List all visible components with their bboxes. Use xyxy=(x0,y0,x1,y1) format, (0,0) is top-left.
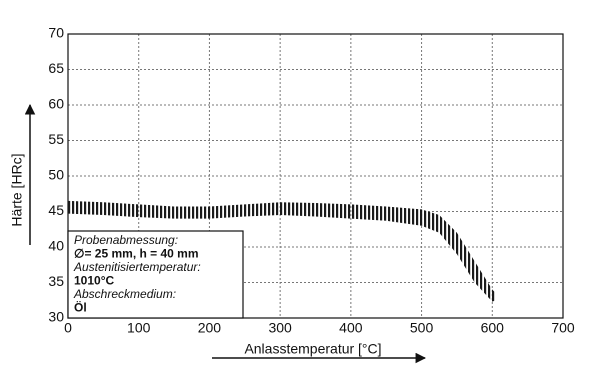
x-axis-title: Anlasstemperatur [°C] xyxy=(244,341,381,357)
y-tick-label: 35 xyxy=(48,273,64,289)
x-tick-label: 300 xyxy=(268,320,292,336)
y-tick-label: 60 xyxy=(48,96,64,112)
annotation-box xyxy=(67,230,244,319)
annotation-text: ∅= 25 mm, h = 40 mm xyxy=(74,247,199,261)
x-tick-label: 0 xyxy=(64,320,72,336)
hardness-band xyxy=(68,200,496,302)
y-tick-label: 40 xyxy=(48,238,64,254)
y-tick-label: 50 xyxy=(48,167,64,183)
y-tick-label: 45 xyxy=(48,202,64,218)
x-tick-label: 500 xyxy=(410,320,434,336)
y-tick-label: 30 xyxy=(48,309,64,325)
annotation-text: Öl xyxy=(74,300,87,315)
x-tick-label: 700 xyxy=(551,320,575,336)
y-tick-label: 65 xyxy=(48,60,64,76)
x-tick-label: 100 xyxy=(127,320,151,336)
annotation-text: 1010°C xyxy=(74,274,114,288)
x-tick-label: 600 xyxy=(481,320,505,336)
x-tick-label: 400 xyxy=(339,320,363,336)
x-tick-label: 200 xyxy=(198,320,222,336)
y-axis-title: Härte [HRc] xyxy=(9,153,25,226)
plot-frame xyxy=(67,33,564,319)
y-tick-label: 70 xyxy=(48,25,64,41)
annotation-text: Probenabmessung: xyxy=(74,233,178,247)
annotation-text: Abschreckmedium: xyxy=(73,287,176,301)
y-tick-label: 55 xyxy=(48,131,64,147)
annotation-text: Austenitisiertemperatur: xyxy=(73,260,201,274)
